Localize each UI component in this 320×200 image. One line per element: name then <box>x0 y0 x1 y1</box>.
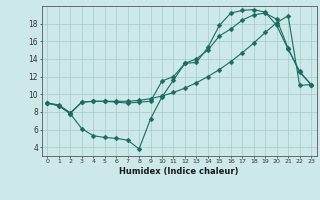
X-axis label: Humidex (Indice chaleur): Humidex (Indice chaleur) <box>119 167 239 176</box>
